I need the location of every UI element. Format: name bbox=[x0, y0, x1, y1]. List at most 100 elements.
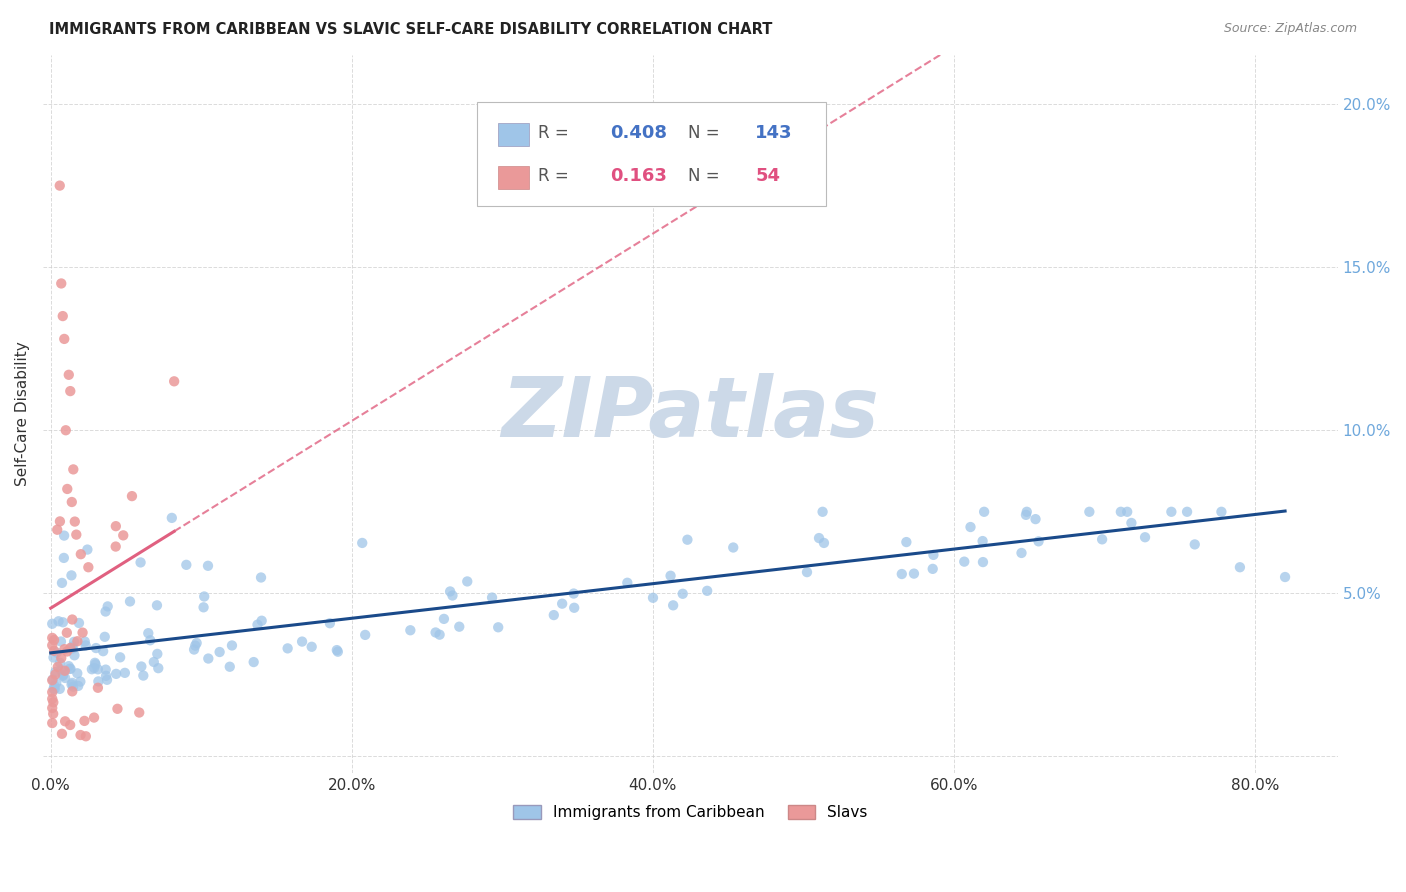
Point bbox=[91, 644, 114, 658]
Point bbox=[42, 695, 65, 709]
FancyBboxPatch shape bbox=[498, 166, 529, 188]
Point bbox=[46, 660, 69, 674]
Legend: Immigrants from Caribbean, Slavs: Immigrants from Caribbean, Slavs bbox=[508, 799, 873, 826]
Point bbox=[197, 558, 219, 573]
Point bbox=[1028, 534, 1050, 549]
Point bbox=[84, 656, 107, 670]
Point bbox=[811, 505, 834, 519]
Point bbox=[62, 641, 84, 656]
Point bbox=[562, 600, 585, 615]
Point bbox=[63, 635, 86, 649]
Point bbox=[186, 636, 208, 650]
Point bbox=[543, 608, 565, 623]
Point bbox=[131, 659, 153, 673]
Point bbox=[41, 638, 63, 652]
Point bbox=[41, 691, 63, 706]
Point bbox=[75, 639, 97, 653]
Point bbox=[1274, 570, 1296, 584]
Point bbox=[796, 565, 818, 579]
Point bbox=[56, 625, 79, 640]
Point bbox=[139, 633, 162, 648]
Point bbox=[114, 665, 136, 680]
Point bbox=[59, 662, 82, 676]
Point bbox=[972, 534, 994, 549]
Point bbox=[890, 567, 912, 582]
Point bbox=[45, 646, 67, 660]
Text: N =: N = bbox=[688, 124, 724, 142]
Point bbox=[132, 668, 155, 682]
Point bbox=[56, 644, 79, 658]
Point bbox=[66, 666, 89, 681]
Point bbox=[118, 594, 141, 608]
Point bbox=[53, 332, 76, 346]
Point bbox=[486, 620, 509, 634]
Point bbox=[42, 633, 65, 648]
Point bbox=[48, 178, 70, 193]
Point bbox=[41, 685, 63, 699]
Point bbox=[65, 527, 87, 541]
Point bbox=[94, 605, 117, 619]
Point bbox=[1015, 508, 1038, 522]
Point bbox=[481, 591, 503, 605]
Point bbox=[42, 673, 65, 687]
Point bbox=[44, 679, 66, 693]
Point bbox=[429, 628, 451, 642]
Point bbox=[49, 681, 72, 696]
Text: 143: 143 bbox=[755, 124, 793, 142]
Point bbox=[60, 568, 83, 582]
Point bbox=[94, 663, 117, 677]
Point bbox=[1116, 505, 1139, 519]
Point bbox=[105, 666, 128, 681]
Point bbox=[49, 634, 72, 648]
Text: R =: R = bbox=[537, 124, 574, 142]
Point bbox=[146, 647, 169, 661]
Point bbox=[121, 489, 143, 503]
Point bbox=[60, 495, 83, 509]
Point bbox=[193, 590, 215, 604]
Point bbox=[87, 681, 110, 695]
Point bbox=[326, 645, 349, 659]
Point bbox=[53, 642, 76, 657]
Point bbox=[456, 574, 478, 589]
Point bbox=[973, 505, 995, 519]
Point bbox=[176, 558, 198, 572]
Point bbox=[53, 528, 76, 542]
Text: R =: R = bbox=[537, 167, 579, 185]
Point bbox=[319, 616, 342, 631]
Point bbox=[41, 616, 63, 631]
Point bbox=[41, 701, 63, 715]
Point bbox=[129, 556, 152, 570]
Point bbox=[63, 515, 86, 529]
Point bbox=[87, 674, 110, 689]
Text: 0.408: 0.408 bbox=[610, 124, 668, 142]
Point bbox=[80, 662, 103, 676]
Point bbox=[242, 655, 264, 669]
Point bbox=[1015, 505, 1038, 519]
Point bbox=[439, 584, 461, 599]
Point bbox=[1011, 546, 1033, 560]
Point bbox=[84, 657, 107, 672]
Point bbox=[41, 673, 63, 688]
Point bbox=[896, 535, 918, 549]
Point bbox=[72, 625, 94, 640]
Point bbox=[221, 639, 243, 653]
Point bbox=[42, 706, 65, 721]
Point bbox=[108, 650, 131, 665]
Point bbox=[1024, 512, 1046, 526]
Point bbox=[84, 641, 107, 656]
Point bbox=[83, 710, 105, 724]
Point bbox=[1175, 505, 1198, 519]
Point bbox=[69, 674, 91, 689]
Point bbox=[246, 617, 269, 632]
Point bbox=[59, 718, 82, 732]
Point bbox=[1078, 505, 1101, 519]
Point bbox=[56, 482, 79, 496]
Point bbox=[51, 277, 73, 291]
Point bbox=[903, 566, 925, 581]
Point bbox=[163, 374, 186, 388]
Point bbox=[104, 540, 127, 554]
Point bbox=[51, 651, 73, 665]
Point bbox=[94, 669, 117, 683]
Point bbox=[75, 729, 97, 743]
Point bbox=[1160, 505, 1182, 519]
